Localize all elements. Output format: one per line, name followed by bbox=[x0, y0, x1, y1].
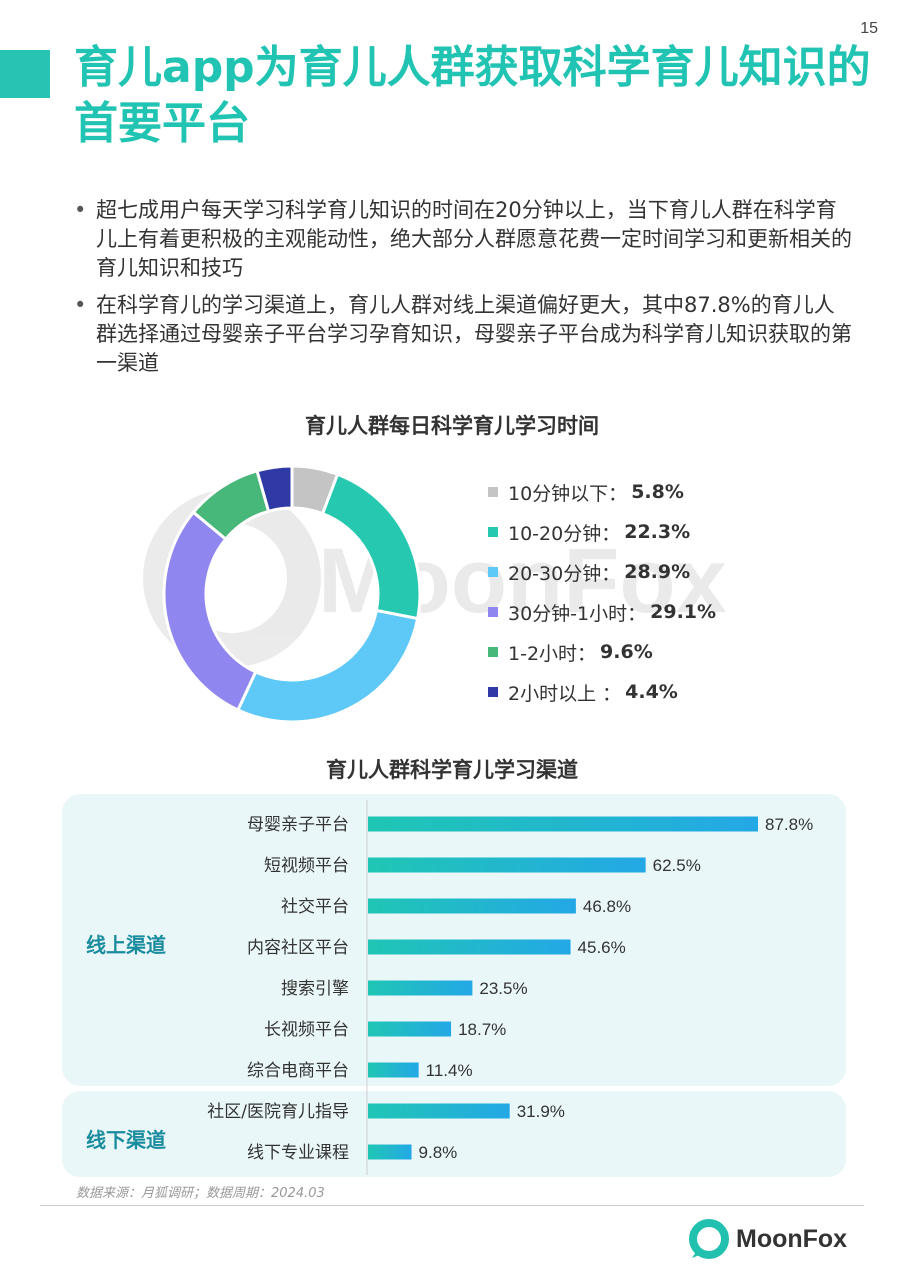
legend-swatch bbox=[488, 487, 498, 497]
legend-swatch bbox=[488, 527, 498, 537]
legend-item: 30分钟-1小时： 29.1% bbox=[488, 592, 716, 632]
bar-value-label: 45.6% bbox=[578, 938, 626, 957]
bar-category-label: 长视频平台 bbox=[264, 1020, 349, 1040]
legend-label: 1-2小时： bbox=[508, 642, 597, 665]
bar bbox=[368, 939, 571, 955]
bar bbox=[368, 816, 758, 832]
bar-category-label: 社区/医院育儿指导 bbox=[207, 1102, 349, 1122]
bar-category-label: 综合电商平台 bbox=[247, 1061, 349, 1081]
bar bbox=[368, 980, 473, 996]
donut-slice bbox=[162, 510, 258, 713]
legend-item: 1-2小时： 9.6% bbox=[488, 632, 716, 672]
legend-swatch bbox=[488, 687, 498, 697]
donut-slice bbox=[235, 608, 420, 724]
bar-category-label: 母婴亲子平台 bbox=[247, 815, 349, 835]
legend-swatch bbox=[488, 647, 498, 657]
donut-slice bbox=[320, 472, 422, 621]
footer-divider bbox=[40, 1205, 864, 1206]
legend-value: 29.1% bbox=[650, 601, 717, 623]
legend-value: 28.9% bbox=[624, 561, 691, 583]
legend-item: 10分钟以下： 5.8% bbox=[488, 472, 716, 512]
bullet-item: 在科学育儿的学习渠道上，育儿人群对线上渠道偏好更大，其中87.8%的育儿人群选择… bbox=[74, 291, 854, 378]
bar-value-label: 46.8% bbox=[583, 897, 631, 916]
bar-category-label: 社交平台 bbox=[281, 897, 349, 917]
legend-label: 10-20分钟： bbox=[508, 522, 621, 545]
legend-item: 10-20分钟： 22.3% bbox=[488, 512, 716, 552]
bar-category-label: 短视频平台 bbox=[264, 856, 349, 876]
bar bbox=[368, 1144, 412, 1160]
bar-value-label: 23.5% bbox=[479, 979, 527, 998]
bar bbox=[368, 898, 576, 914]
legend-item: 20-30分钟： 28.9% bbox=[488, 552, 716, 592]
page-title: 育儿app为育儿人群获取科学育儿知识的首要平台 bbox=[74, 42, 871, 149]
bar-chart-title: 育儿人群科学育儿学习渠道 bbox=[326, 758, 578, 782]
bar bbox=[368, 857, 646, 873]
bullet-list: 超七成用户每天学习科学育儿知识的时间在20分钟以上，当下育儿人群在科学育儿上有着… bbox=[74, 196, 854, 386]
bar-value-label: 62.5% bbox=[653, 856, 701, 875]
bar-value-label: 18.7% bbox=[458, 1020, 506, 1039]
title-accent-bar bbox=[0, 50, 50, 98]
donut-chart bbox=[162, 464, 422, 724]
legend-label: 10分钟以下： bbox=[508, 482, 628, 505]
legend-swatch bbox=[488, 567, 498, 577]
legend-label: 30分钟-1小时： bbox=[508, 602, 647, 625]
brand-name: MoonFox bbox=[736, 1224, 848, 1253]
legend-value: 5.8% bbox=[631, 481, 684, 503]
data-source: 数据来源：月狐调研；数据周期：2024.03 bbox=[76, 1186, 325, 1201]
bar-value-label: 11.4% bbox=[426, 1061, 473, 1080]
bar-chart: 母婴亲子平台 87.8% 短视频平台 62.5% 社交平台 46.8% 内容社区平台 45.6… bbox=[207, 800, 813, 1175]
brand-logo: MoonFox bbox=[688, 1218, 847, 1260]
legend-label: 2小时以上 ： bbox=[508, 682, 622, 705]
bar-value-label: 87.8% bbox=[765, 815, 813, 834]
legend-item: 2小时以上 ： 4.4% bbox=[488, 672, 716, 712]
donut-slice bbox=[255, 464, 294, 514]
page-number: 15 bbox=[860, 20, 878, 37]
group-label-offline: 线下渠道 bbox=[86, 1128, 166, 1152]
bar bbox=[368, 1021, 452, 1037]
bar-category-label: 线下专业课程 bbox=[247, 1143, 349, 1163]
bar bbox=[368, 1103, 510, 1119]
donut-chart-title: 育儿人群每日科学育儿学习时间 bbox=[305, 414, 599, 438]
group-label-online: 线上渠道 bbox=[86, 933, 166, 957]
bar-category-label: 内容社区平台 bbox=[247, 938, 349, 958]
donut-legend: 10分钟以下： 5.8% 10-20分钟： 22.3% 20-30分钟： 28.9% 30分… bbox=[488, 472, 716, 712]
bullet-item: 超七成用户每天学习科学育儿知识的时间在20分钟以上，当下育儿人群在科学育儿上有着… bbox=[74, 196, 854, 283]
bar-category-label: 搜索引擎 bbox=[281, 979, 349, 999]
legend-value: 22.3% bbox=[624, 521, 691, 543]
legend-label: 20-30分钟： bbox=[508, 562, 621, 585]
bar-value-label: 31.9% bbox=[517, 1102, 565, 1121]
legend-swatch bbox=[488, 607, 498, 617]
moonfox-icon bbox=[689, 1219, 729, 1259]
bar bbox=[368, 1062, 419, 1078]
bar-value-label: 9.8% bbox=[419, 1143, 458, 1162]
legend-value: 4.4% bbox=[625, 681, 678, 703]
legend-value: 9.6% bbox=[600, 641, 653, 663]
